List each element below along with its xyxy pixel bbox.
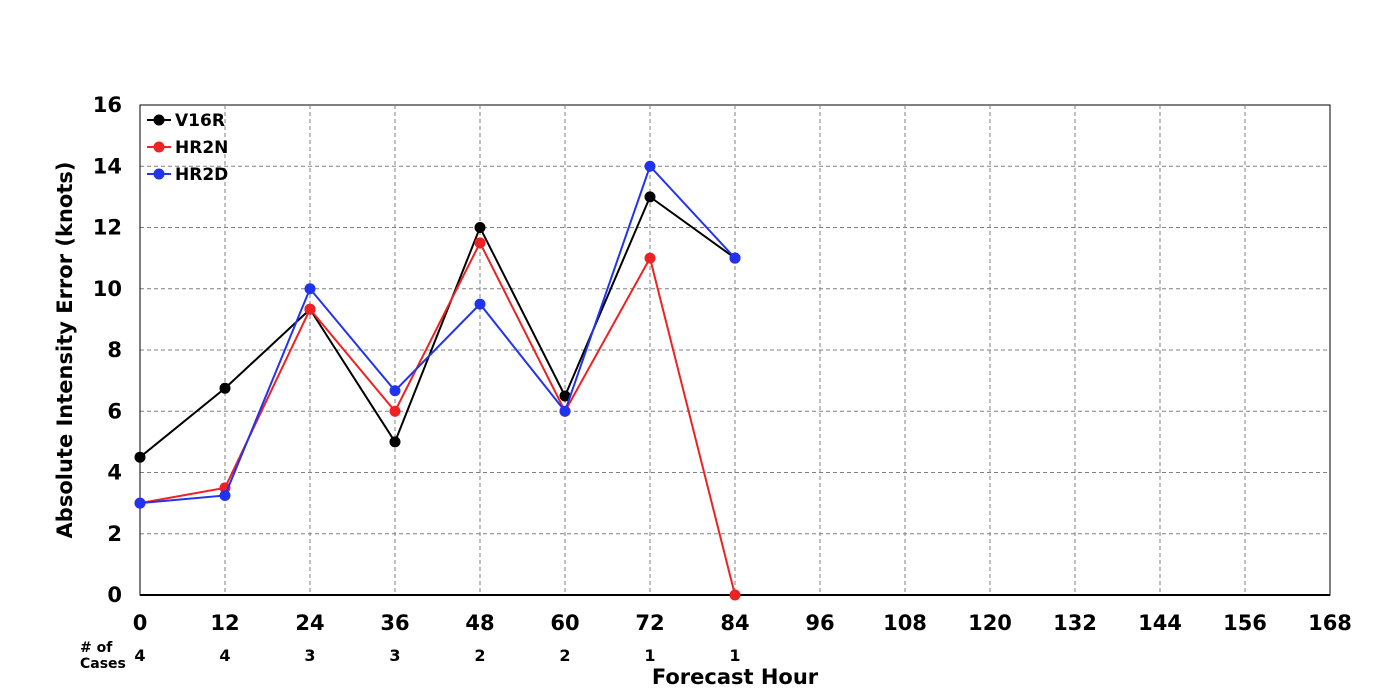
cases-count: 3 [304,646,315,665]
x-tick-label: 48 [465,611,494,635]
legend-marker [153,114,165,126]
y-tick-label: 6 [107,399,122,423]
cases-row: # of Cases 4 4 3 3 2 2 1 1 [80,640,741,672]
x-tick-label: 12 [210,611,239,635]
legend-marker [153,168,165,180]
legend-label: HR2D [175,165,228,185]
x-tick-label: 60 [550,611,579,635]
y-tick-label: 16 [93,93,122,117]
x-tick-label: 108 [883,611,927,635]
legend-item-hr2d: HR2D [147,165,228,185]
x-tick-label: 120 [968,611,1012,635]
cases-count: 2 [559,646,570,665]
data-point [644,252,656,264]
x-tick-labels: 0 12 24 36 48 60 72 84 96 108 120 132 144 156 168 [133,611,1352,635]
x-axis-title: Forecast Hour [652,665,819,689]
y-axis-title: Absolute Intensity Error (knots) [53,162,77,539]
data-point [729,589,741,601]
cases-count: 1 [729,646,740,665]
y-tick-label: 8 [107,338,122,362]
y-tick-label: 2 [107,522,122,546]
y-tick-labels: 0 2 4 6 8 10 12 14 16 [93,93,122,607]
data-point [559,405,571,417]
data-point [304,303,316,315]
x-tick-label: 144 [1138,611,1182,635]
y-tick-label: 12 [93,216,122,240]
data-point [389,385,401,397]
data-point [134,497,146,509]
series-line [139,195,736,458]
x-tick-label: 132 [1053,611,1097,635]
series-group [134,160,741,601]
x-tick-label: 24 [295,611,324,635]
data-point [219,382,231,394]
cases-label-line2: Cases [80,656,126,672]
cases-count: 2 [474,646,485,665]
cases-count: 4 [134,646,145,665]
series-line [139,164,736,505]
x-tick-label: 168 [1308,611,1352,635]
x-tick-label: 156 [1223,611,1267,635]
data-point [474,237,486,249]
data-point [219,489,231,501]
legend-item-v16r: V16R [147,111,225,131]
grid-lines [140,105,1330,595]
cases-label-line1: # of [80,640,113,656]
legend-label: HR2N [175,138,228,158]
data-point [134,451,146,463]
x-tick-label: 0 [133,611,148,635]
legend-marker [153,141,165,153]
x-tick-label: 36 [380,611,409,635]
data-point [644,191,656,203]
data-point [474,298,486,310]
y-tick-label: 10 [93,277,122,301]
y-tick-label: 0 [107,583,122,607]
data-point [644,160,656,172]
data-point [474,222,486,233]
data-point [559,390,571,402]
data-point [389,436,401,448]
legend-item-hr2n: HR2N [147,138,228,158]
x-tick-label: 96 [805,611,834,635]
legend: V16R HR2N HR2D [147,111,228,185]
cases-count: 4 [219,646,230,665]
legend-label: V16R [175,111,225,131]
data-point [729,252,741,264]
series-line [139,240,736,596]
cases-count: 1 [644,646,655,665]
x-tick-label: 72 [635,611,664,635]
y-tick-label: 14 [93,154,122,178]
cases-count: 3 [389,646,400,665]
data-point [389,405,401,417]
y-tick-label: 4 [107,461,122,485]
x-tick-label: 84 [720,611,749,635]
data-point [304,283,316,295]
series-hr2d [134,160,741,509]
